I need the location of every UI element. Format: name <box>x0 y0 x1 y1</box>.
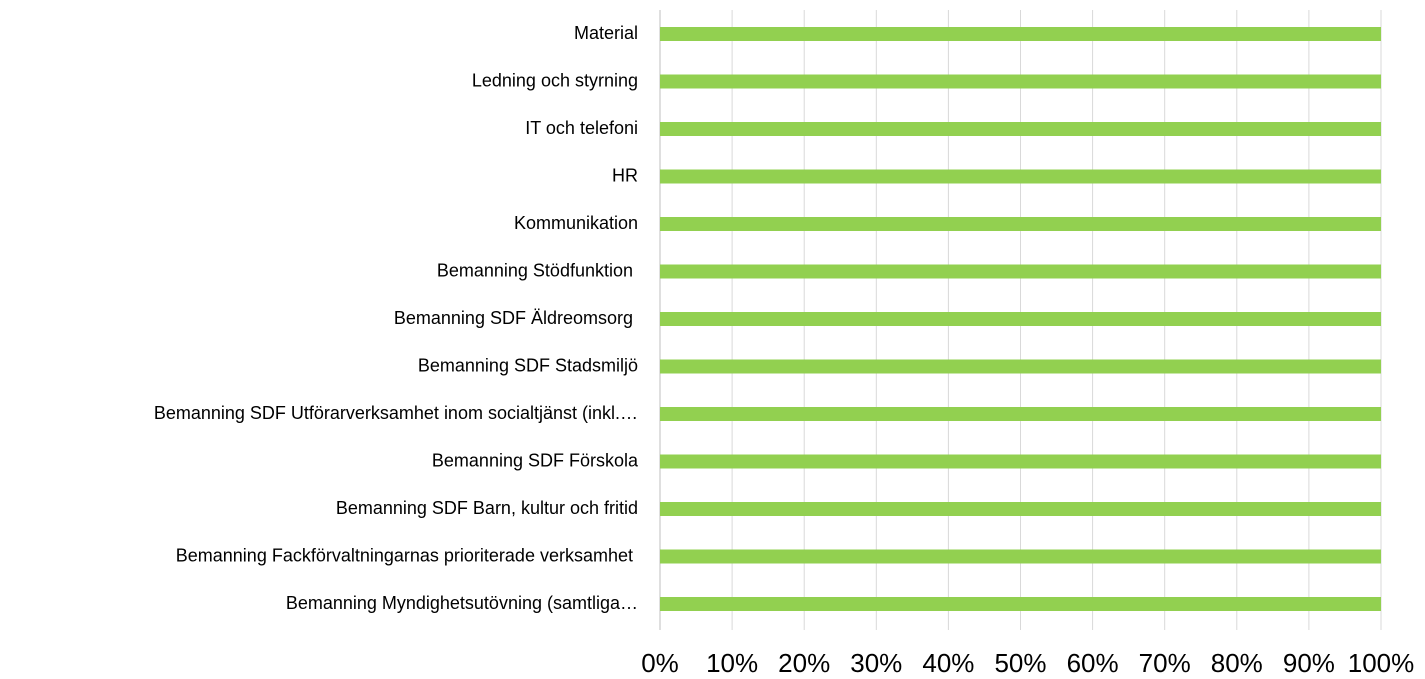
x-tick-label: 0% <box>641 648 679 678</box>
y-tick-label: HR <box>612 165 638 185</box>
x-tick-label: 100% <box>1348 648 1415 678</box>
y-tick-label: Bemanning SDF Barn, kultur och fritid <box>336 498 638 518</box>
bar <box>660 169 1381 184</box>
x-tick-label: 20% <box>778 648 830 678</box>
x-tick-label: 80% <box>1211 648 1263 678</box>
bar <box>660 74 1381 89</box>
y-tick-label: Bemanning SDF Äldreomsorg <box>394 308 638 328</box>
y-tick-label: Material <box>574 23 638 43</box>
y-tick-label: Kommunikation <box>514 213 638 233</box>
bar <box>660 217 1381 231</box>
y-tick-label: IT och telefoni <box>525 118 638 138</box>
x-tick-label: 60% <box>1067 648 1119 678</box>
bar <box>660 312 1381 326</box>
bar <box>660 359 1381 374</box>
x-tick-label: 40% <box>922 648 974 678</box>
y-tick-label: Bemanning SDF Stadsmiljö <box>418 355 638 375</box>
bar <box>660 27 1381 41</box>
y-tick-label: Ledning och styrning <box>472 70 638 90</box>
bar <box>660 597 1381 611</box>
y-tick-label: Bemanning Myndighetsutövning (samtliga… <box>286 593 638 613</box>
x-tick-label: 70% <box>1139 648 1191 678</box>
y-tick-label: Bemanning SDF Utförarverksamhet inom soc… <box>154 403 638 423</box>
bar <box>660 407 1381 421</box>
bar <box>660 502 1381 516</box>
y-tick-label: Bemanning Fackförvaltningarnas prioriter… <box>176 545 638 565</box>
x-tick-label: 10% <box>706 648 758 678</box>
x-tick-label: 90% <box>1283 648 1335 678</box>
bar <box>660 454 1381 469</box>
bar <box>660 122 1381 136</box>
x-tick-label: 30% <box>850 648 902 678</box>
x-tick-label: 50% <box>994 648 1046 678</box>
y-tick-label: Bemanning Stödfunktion <box>437 260 638 280</box>
bar <box>660 264 1381 279</box>
y-tick-label: Bemanning SDF Förskola <box>432 450 639 470</box>
bar <box>660 549 1381 564</box>
